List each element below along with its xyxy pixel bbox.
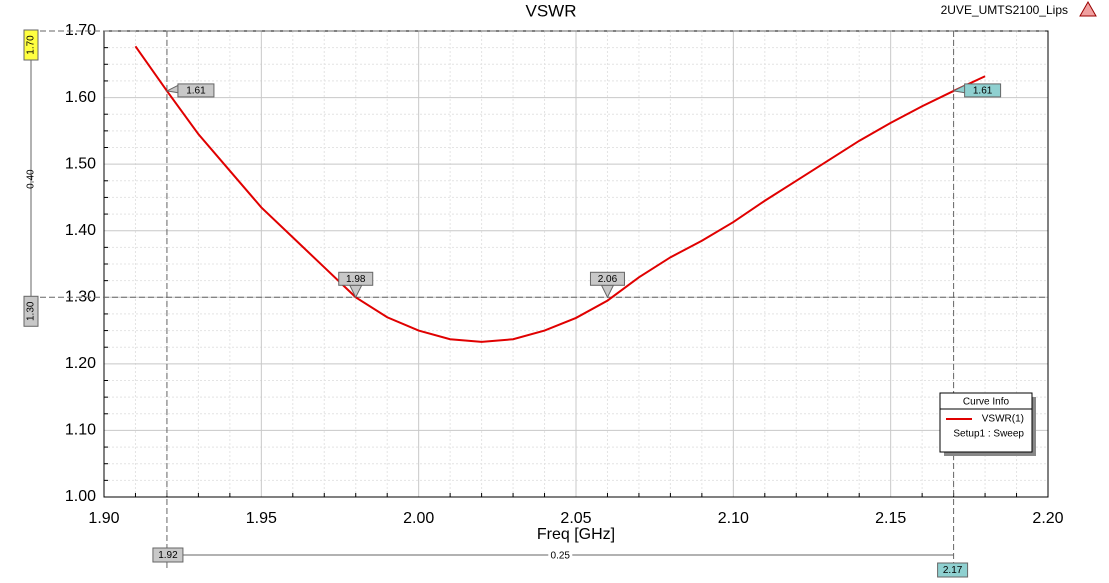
legend-entry: VSWR(1): [982, 414, 1024, 425]
x-tick-label: 2.20: [1032, 510, 1063, 527]
y-tick-label: 1.60: [65, 89, 96, 106]
y-tick-label: 1.10: [65, 422, 96, 439]
marker-box: [177, 83, 215, 98]
chart-title: VSWR: [526, 1, 577, 20]
marker-label: 1.61: [973, 86, 993, 97]
data-marker: 1.61: [952, 83, 1002, 98]
data-marker: 2.06: [589, 271, 625, 299]
app-icon: [1079, 0, 1097, 17]
x-tick-label: 2.10: [718, 510, 749, 527]
y-tick-label: 1.20: [65, 355, 96, 372]
y-tick-label: 1.40: [65, 222, 96, 239]
x-tick-label: 2.05: [560, 510, 591, 527]
y-marker-label: 1.30: [26, 301, 37, 321]
x-axis-label: Freq [GHz]: [537, 526, 615, 543]
y-tick-label: 1.00: [65, 488, 96, 505]
marker-pointer: [348, 284, 363, 299]
x-delta-bg: [548, 549, 573, 561]
x-tick-label: 1.90: [88, 510, 119, 527]
x-marker-label: 1.92: [158, 550, 178, 561]
y-marker-label: 1.70: [26, 35, 37, 55]
x-marker-label: 2.17: [943, 565, 963, 576]
data-marker: 1.61: [165, 83, 215, 98]
marker-pointer: [600, 284, 615, 299]
marker-label: 2.06: [598, 274, 618, 285]
x-marker-box: [937, 562, 969, 578]
y-tick-label: 1.50: [65, 155, 96, 172]
project-name: 2UVE_UMTS2100_Lips: [941, 3, 1068, 17]
x-tick-label: 2.15: [875, 510, 906, 527]
data-marker: 1.98: [338, 271, 374, 299]
legend-title: Curve Info: [963, 397, 1010, 408]
x-tick-label: 2.00: [403, 510, 434, 527]
legend-box: [939, 392, 1033, 453]
marker-box: [589, 271, 625, 286]
curve: [134, 45, 986, 343]
legend: Curve Info VSWR(1) Setup1 : Sweep: [939, 392, 1036, 456]
marker-label: 1.61: [186, 86, 206, 97]
marker-box: [338, 271, 374, 286]
marker-pointer: [165, 84, 180, 94]
x-tick-label: 1.95: [246, 510, 277, 527]
marker-pointer: [952, 84, 967, 94]
marker-box: [964, 83, 1002, 98]
x-delta-label: 0.25: [551, 551, 571, 562]
marker-label: 1.98: [346, 274, 366, 285]
legend-setup: Setup1 : Sweep: [953, 429, 1024, 440]
y-delta-label: 0.40: [26, 169, 37, 189]
